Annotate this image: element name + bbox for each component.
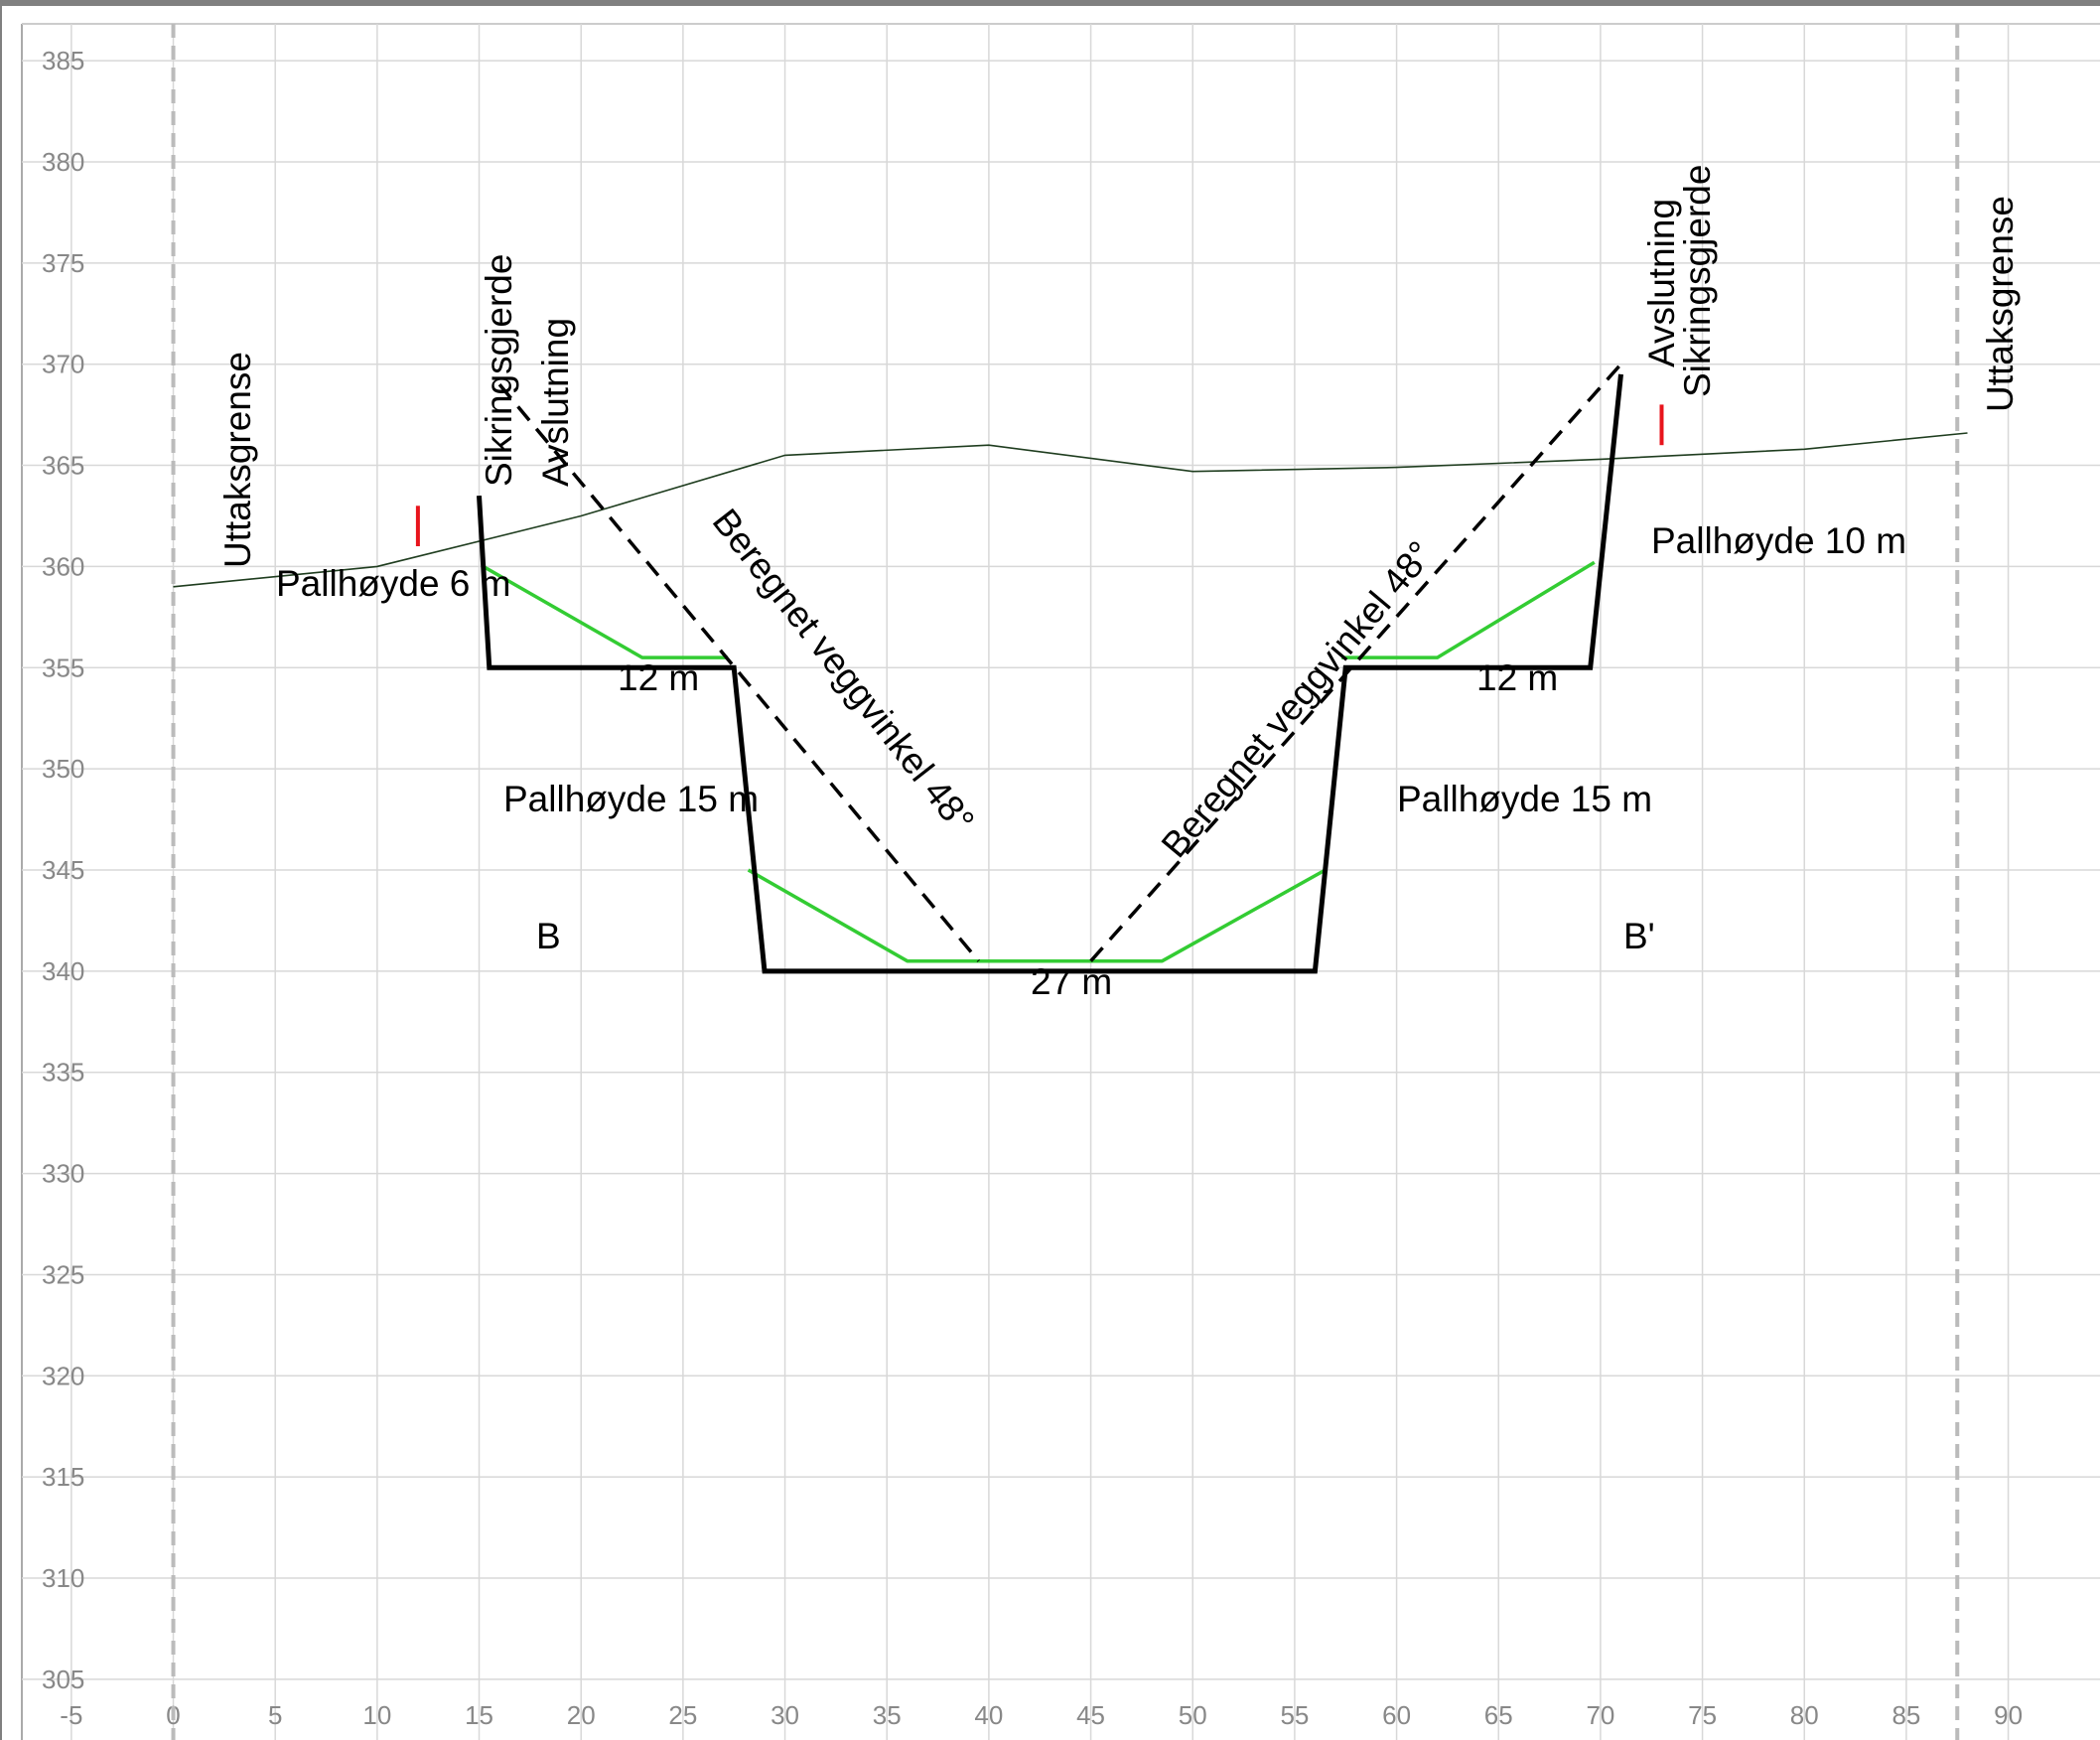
pit-outline — [477, 373, 1623, 974]
wall-angle-line-left — [497, 382, 980, 962]
y-tick-label: 355 — [42, 652, 84, 682]
label-sikring-left: Sikringsgjerde — [479, 254, 519, 487]
label-pallhoyde-15-right: Pallhøyde 15 m — [1397, 779, 1652, 819]
y-tick-label: 325 — [42, 1259, 84, 1289]
x-tick-label: 50 — [1179, 1700, 1207, 1730]
x-tick-label: 15 — [465, 1700, 493, 1730]
y-tick-label: 310 — [42, 1563, 84, 1593]
x-tick-label: 70 — [1586, 1700, 1614, 1730]
axis-ticks: -505101520253035404550556065707580859030… — [42, 46, 2023, 1730]
grid — [22, 24, 2100, 1740]
label-pallhoyde-10: Pallhøyde 10 m — [1651, 520, 1906, 561]
y-tick-label: 340 — [42, 956, 84, 986]
label-pallhoyde-6: Pallhøyde 6 m — [276, 563, 511, 604]
x-tick-label: 85 — [1891, 1700, 1920, 1730]
y-tick-label: 345 — [42, 855, 84, 885]
label-point-b-prime: B' — [1623, 916, 1655, 956]
x-tick-label: 60 — [1382, 1700, 1411, 1730]
section-lines — [173, 362, 1968, 974]
y-tick-label: 315 — [42, 1462, 84, 1492]
label-sikring-right: Sikringsgjerde — [1677, 165, 1718, 397]
label-width-12-right: 12 m — [1476, 657, 1558, 698]
y-tick-label: 305 — [42, 1665, 84, 1694]
boundary-lines — [171, 24, 1960, 1740]
y-tick-label: 365 — [42, 451, 84, 481]
label-width-12-left: 12 m — [618, 657, 699, 698]
y-tick-label: 330 — [42, 1159, 84, 1189]
label-pallhoyde-15-left: Pallhøyde 15 m — [503, 779, 759, 819]
x-tick-label: 75 — [1688, 1700, 1717, 1730]
x-tick-label: 10 — [362, 1700, 391, 1730]
y-tick-label: 385 — [42, 46, 84, 75]
grade-line — [1341, 560, 1596, 659]
x-tick-label: 55 — [1280, 1700, 1309, 1730]
label-uttak-right: Uttaksgrense — [1980, 196, 2021, 412]
wall-angle-line-right — [1089, 362, 1622, 962]
x-tick-label: 90 — [1994, 1700, 2023, 1730]
x-tick-label: 45 — [1076, 1700, 1105, 1730]
x-tick-label: 5 — [268, 1700, 282, 1730]
x-tick-label: 40 — [974, 1700, 1003, 1730]
label-avslutning-right: Avslutning — [1641, 199, 1682, 367]
x-tick-label: 30 — [770, 1700, 799, 1730]
y-tick-label: 335 — [42, 1058, 84, 1088]
grade-line — [482, 564, 729, 659]
label-uttak-left: Uttaksgrense — [217, 352, 258, 568]
terrain-line — [173, 432, 1968, 588]
y-tick-label: 360 — [42, 551, 84, 581]
y-tick-label: 375 — [42, 248, 84, 278]
y-tick-label: 370 — [42, 350, 84, 379]
x-tick-label: -5 — [60, 1700, 82, 1730]
y-tick-label: 350 — [42, 754, 84, 784]
x-tick-label: 65 — [1484, 1700, 1513, 1730]
x-tick-label: 80 — [1790, 1700, 1819, 1730]
y-tick-label: 320 — [42, 1361, 84, 1390]
grade-line — [988, 868, 1327, 963]
x-tick-label: 35 — [873, 1700, 902, 1730]
label-avslutning-left: Avslutning — [535, 318, 576, 487]
x-tick-label: 25 — [668, 1700, 697, 1730]
x-tick-label: 20 — [567, 1700, 596, 1730]
y-tick-label: 380 — [42, 147, 84, 177]
label-width-27: 27 m — [1031, 961, 1112, 1002]
label-point-b: B — [536, 916, 561, 956]
